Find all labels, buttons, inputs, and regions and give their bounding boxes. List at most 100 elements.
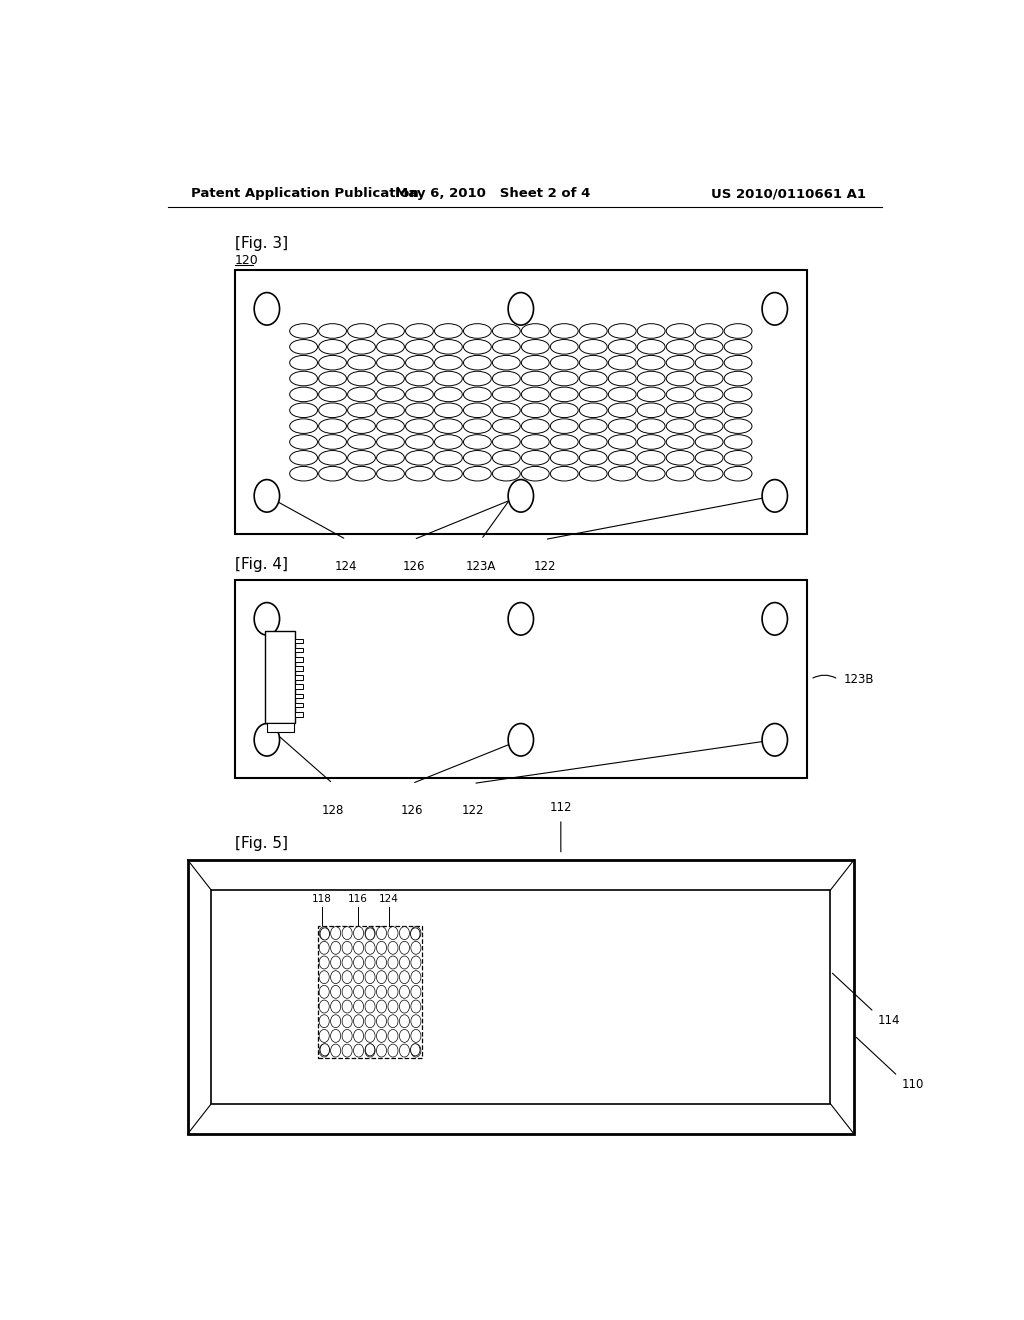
Ellipse shape xyxy=(695,323,723,338)
Ellipse shape xyxy=(342,1001,352,1012)
Ellipse shape xyxy=(637,387,665,401)
Ellipse shape xyxy=(550,387,579,401)
Ellipse shape xyxy=(608,339,636,354)
Text: 124: 124 xyxy=(379,895,398,904)
Ellipse shape xyxy=(608,466,636,480)
Ellipse shape xyxy=(521,323,549,338)
Ellipse shape xyxy=(695,403,723,417)
Ellipse shape xyxy=(464,450,492,465)
Ellipse shape xyxy=(464,403,492,417)
Ellipse shape xyxy=(318,371,346,385)
Bar xyxy=(296,667,303,671)
Ellipse shape xyxy=(406,387,433,401)
Ellipse shape xyxy=(399,1044,410,1057)
Ellipse shape xyxy=(353,1001,364,1012)
Ellipse shape xyxy=(493,323,520,338)
Ellipse shape xyxy=(290,355,317,370)
Ellipse shape xyxy=(724,434,752,449)
Ellipse shape xyxy=(388,1015,398,1028)
Ellipse shape xyxy=(331,956,341,969)
Ellipse shape xyxy=(695,387,723,401)
Ellipse shape xyxy=(319,941,330,954)
Ellipse shape xyxy=(406,339,433,354)
Ellipse shape xyxy=(353,1044,364,1057)
Ellipse shape xyxy=(318,323,346,338)
Ellipse shape xyxy=(388,1030,398,1043)
Ellipse shape xyxy=(608,450,636,465)
Ellipse shape xyxy=(637,466,665,480)
Ellipse shape xyxy=(667,466,694,480)
Ellipse shape xyxy=(377,371,404,385)
Ellipse shape xyxy=(331,1030,341,1043)
Ellipse shape xyxy=(434,387,462,401)
Ellipse shape xyxy=(347,371,376,385)
Ellipse shape xyxy=(434,434,462,449)
Bar xyxy=(296,648,303,652)
Ellipse shape xyxy=(290,371,317,385)
Text: 122: 122 xyxy=(462,804,484,817)
Ellipse shape xyxy=(434,355,462,370)
Ellipse shape xyxy=(318,403,346,417)
Ellipse shape xyxy=(353,1015,364,1028)
Ellipse shape xyxy=(637,450,665,465)
Ellipse shape xyxy=(318,387,346,401)
Ellipse shape xyxy=(365,1015,375,1028)
Ellipse shape xyxy=(406,323,433,338)
Ellipse shape xyxy=(399,927,410,940)
Text: 120: 120 xyxy=(236,253,259,267)
Ellipse shape xyxy=(724,355,752,370)
Ellipse shape xyxy=(580,355,607,370)
Ellipse shape xyxy=(580,434,607,449)
Ellipse shape xyxy=(377,1015,386,1028)
Ellipse shape xyxy=(695,371,723,385)
Ellipse shape xyxy=(667,434,694,449)
Ellipse shape xyxy=(608,355,636,370)
Ellipse shape xyxy=(342,1044,352,1057)
Ellipse shape xyxy=(724,323,752,338)
Ellipse shape xyxy=(319,1044,330,1057)
Circle shape xyxy=(254,479,280,512)
Ellipse shape xyxy=(493,339,520,354)
Ellipse shape xyxy=(406,450,433,465)
Circle shape xyxy=(508,602,534,635)
Ellipse shape xyxy=(521,418,549,433)
Text: Patent Application Publication: Patent Application Publication xyxy=(191,187,419,201)
Ellipse shape xyxy=(667,403,694,417)
Ellipse shape xyxy=(637,418,665,433)
Ellipse shape xyxy=(667,339,694,354)
Ellipse shape xyxy=(637,323,665,338)
Circle shape xyxy=(254,602,280,635)
Ellipse shape xyxy=(353,1030,364,1043)
Ellipse shape xyxy=(377,1001,386,1012)
Text: [Fig. 3]: [Fig. 3] xyxy=(236,236,289,251)
Ellipse shape xyxy=(550,450,579,465)
Ellipse shape xyxy=(550,434,579,449)
Ellipse shape xyxy=(365,927,375,940)
Ellipse shape xyxy=(377,1044,386,1057)
Ellipse shape xyxy=(724,403,752,417)
Bar xyxy=(296,657,303,661)
Ellipse shape xyxy=(388,1001,398,1012)
Ellipse shape xyxy=(521,450,549,465)
Ellipse shape xyxy=(290,466,317,480)
Bar xyxy=(211,890,830,1104)
Ellipse shape xyxy=(580,466,607,480)
Circle shape xyxy=(254,293,280,325)
Text: 123B: 123B xyxy=(844,673,874,686)
Ellipse shape xyxy=(318,434,346,449)
Ellipse shape xyxy=(411,927,421,940)
Ellipse shape xyxy=(347,339,376,354)
Ellipse shape xyxy=(399,941,410,954)
Ellipse shape xyxy=(377,339,404,354)
Ellipse shape xyxy=(724,371,752,385)
Ellipse shape xyxy=(365,1030,375,1043)
Bar xyxy=(187,859,854,1134)
Ellipse shape xyxy=(331,1015,341,1028)
Ellipse shape xyxy=(388,970,398,983)
Bar xyxy=(296,685,303,689)
Ellipse shape xyxy=(550,323,579,338)
Circle shape xyxy=(508,723,534,756)
Ellipse shape xyxy=(411,956,421,969)
Ellipse shape xyxy=(580,323,607,338)
Ellipse shape xyxy=(667,355,694,370)
